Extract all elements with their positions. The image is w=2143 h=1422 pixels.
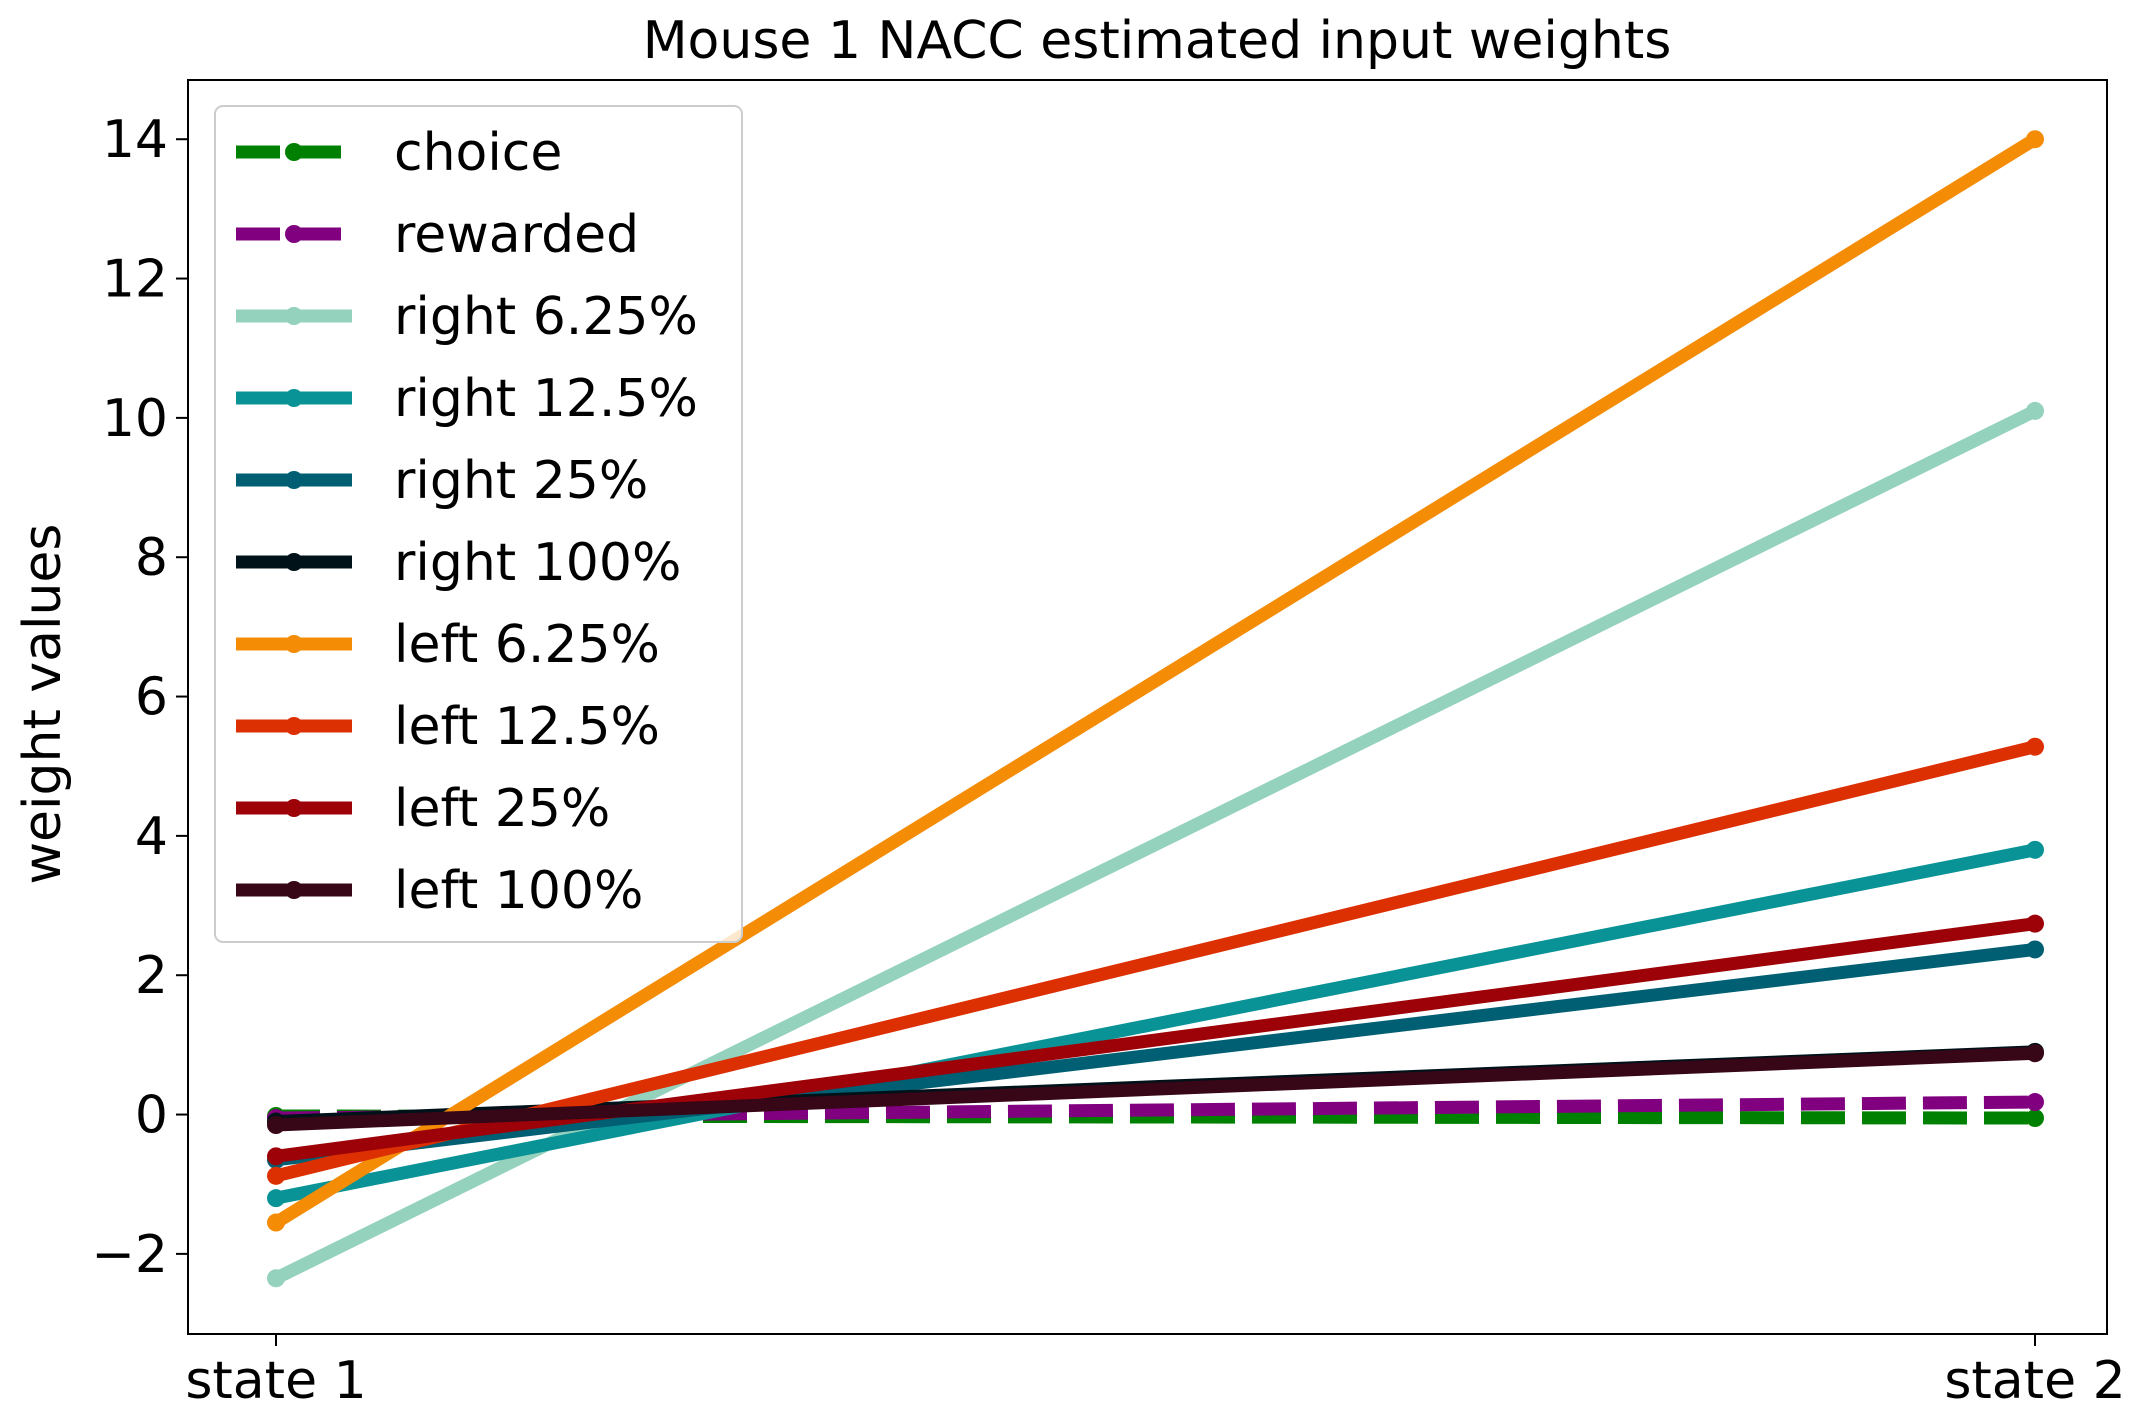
legend-item: left 100% bbox=[236, 861, 643, 921]
series-7 bbox=[267, 737, 2044, 1185]
data-point bbox=[267, 1166, 285, 1185]
data-point bbox=[267, 1213, 285, 1232]
x-tick-label: state 2 bbox=[1944, 1351, 2125, 1411]
series-9 bbox=[267, 1044, 2044, 1134]
data-point bbox=[2026, 130, 2044, 149]
data-point bbox=[2026, 1109, 2044, 1128]
legend-item: left 12.5% bbox=[236, 697, 660, 757]
x-tick-label: state 1 bbox=[185, 1351, 366, 1411]
y-tick-label: 4 bbox=[135, 807, 168, 867]
legend-item: left 25% bbox=[236, 779, 610, 839]
series-line bbox=[274, 843, 2037, 1205]
axes-layer: −2 0 2 4 6 8 10 12 14 state 1 state 2 bbox=[91, 79, 2126, 1411]
y-tick-label: 0 bbox=[135, 1086, 168, 1146]
series-line bbox=[275, 942, 2036, 1167]
series-8 bbox=[267, 914, 2044, 1166]
legend-label: left 25% bbox=[394, 779, 610, 839]
legend-marker bbox=[285, 881, 303, 899]
legend-item: rewarded bbox=[236, 205, 639, 265]
y-tick-label: 12 bbox=[102, 250, 168, 310]
series-line bbox=[275, 1095, 2036, 1125]
legend-label: right 12.5% bbox=[394, 369, 698, 429]
series-4 bbox=[267, 940, 2044, 1169]
plot-frame bbox=[187, 79, 2108, 1335]
legend: choice rewarded right 6.25% right 12.5% righ… bbox=[214, 105, 743, 943]
legend-item: right 6.25% bbox=[236, 287, 698, 347]
legend-item: left 6.25% bbox=[236, 615, 660, 675]
data-point bbox=[2026, 737, 2044, 756]
data-point bbox=[267, 1116, 285, 1134]
legend-marker bbox=[285, 389, 303, 407]
series-line bbox=[272, 133, 2039, 1229]
legend-label: right 100% bbox=[394, 533, 681, 593]
y-axis-label: weight values bbox=[13, 524, 73, 885]
data-point bbox=[2026, 940, 2044, 959]
legend-marker bbox=[285, 225, 303, 243]
y-tick-label: 2 bbox=[135, 946, 168, 1006]
y-tick-label: 14 bbox=[102, 110, 168, 170]
legend-label: left 12.5% bbox=[394, 697, 660, 757]
legend-item: right 100% bbox=[236, 533, 681, 593]
y-tick-label: 6 bbox=[135, 668, 168, 728]
legend-marker bbox=[285, 307, 303, 325]
data-point bbox=[2026, 1044, 2044, 1063]
data-point bbox=[2026, 840, 2044, 859]
legend-label: rewarded bbox=[394, 205, 639, 265]
series-line bbox=[275, 1109, 2036, 1125]
data-point bbox=[267, 1189, 285, 1208]
series-line bbox=[274, 740, 2037, 1183]
legend-label: right 6.25% bbox=[394, 287, 698, 347]
series-3 bbox=[267, 840, 2044, 1208]
legend-item: right 12.5% bbox=[236, 369, 698, 429]
legend-item: right 25% bbox=[236, 451, 648, 511]
legend-marker bbox=[285, 717, 303, 735]
y-tick-label: 8 bbox=[135, 528, 168, 588]
data-point bbox=[2026, 914, 2044, 933]
series-line bbox=[275, 1046, 2036, 1132]
legend-label: left 6.25% bbox=[394, 615, 660, 675]
y-tick-label: −2 bbox=[91, 1225, 168, 1285]
legend-marker bbox=[285, 553, 303, 571]
legend-label: right 25% bbox=[394, 451, 648, 511]
legend-label: left 100% bbox=[394, 861, 643, 921]
legend-marker bbox=[285, 143, 303, 161]
data-point bbox=[2026, 1093, 2044, 1112]
data-point bbox=[267, 1147, 285, 1166]
series-6 bbox=[267, 130, 2044, 1232]
data-point bbox=[2026, 401, 2044, 420]
legend-marker bbox=[285, 471, 303, 489]
legend-label: choice bbox=[394, 123, 562, 183]
series-layer bbox=[267, 130, 2044, 1288]
data-point bbox=[267, 1269, 285, 1288]
legend-marker bbox=[285, 635, 303, 653]
chart-title: Mouse 1 NACC estimated input weights bbox=[643, 11, 1672, 71]
y-tick-label: 10 bbox=[102, 389, 168, 449]
legend-item: choice bbox=[236, 123, 562, 183]
legend-marker bbox=[285, 799, 303, 817]
